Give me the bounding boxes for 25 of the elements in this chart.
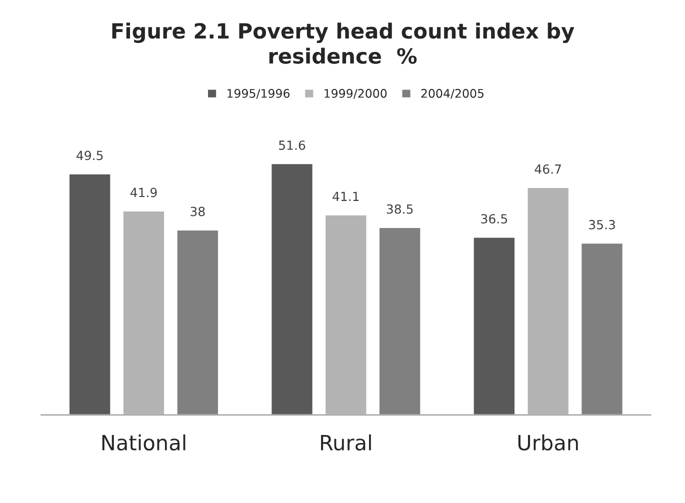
data-label: 38.5 — [386, 204, 413, 214]
x-tick-label: Rural — [321, 434, 371, 451]
bar — [378, 226, 422, 415]
x-tick-label: Urban — [518, 434, 578, 451]
bar — [324, 214, 368, 415]
legend-label: 1999/2000 — [324, 88, 387, 99]
data-label: 46.7 — [534, 164, 561, 174]
chart-title: Figure 2.1 Poverty head count index by residence % — [112, 22, 574, 64]
bar — [270, 162, 314, 415]
bar — [176, 229, 220, 415]
data-label: 41.9 — [130, 188, 157, 198]
bar — [580, 242, 624, 415]
data-label: 38 — [190, 206, 205, 216]
data-label: 41.1 — [332, 192, 359, 201]
data-label: 35.3 — [589, 220, 615, 230]
bar — [472, 236, 516, 415]
legend-label: 2004/2005 — [421, 88, 484, 99]
legend-label: 1995/1996 — [228, 88, 290, 99]
data-label: 51.6 — [279, 140, 306, 150]
data-label: 36.5 — [481, 214, 508, 224]
bar — [122, 210, 166, 415]
bar — [68, 173, 112, 415]
data-label: 49.5 — [76, 150, 103, 160]
bar — [526, 186, 570, 415]
x-tick-label: National — [102, 434, 186, 451]
